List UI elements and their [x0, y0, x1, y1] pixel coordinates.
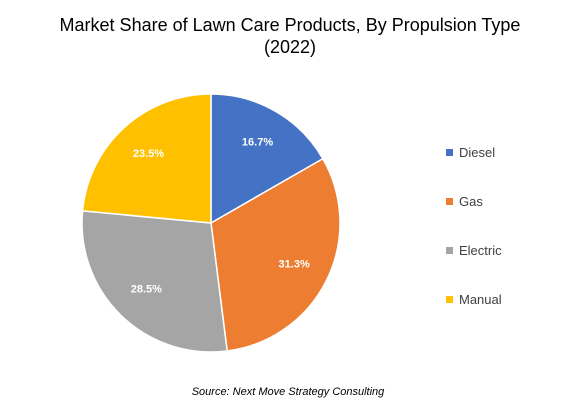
legend-swatch-manual	[446, 296, 453, 303]
legend-item-electric: Electric	[446, 226, 502, 275]
legend-swatch-diesel	[446, 149, 453, 156]
data-label-diesel: 16.7%	[242, 137, 273, 149]
pie-slice-diesel	[210, 93, 324, 225]
data-label-gas: 31.3%	[279, 258, 310, 270]
legend-swatch-electric	[446, 247, 453, 254]
legend: Diesel Gas Electric Manual	[446, 128, 502, 324]
legend-label-manual: Manual	[459, 292, 502, 307]
source-note: Source: Next Move Strategy Consulting	[191, 386, 385, 398]
legend-swatch-gas	[446, 198, 453, 205]
pie-slice-gas	[210, 157, 341, 352]
legend-item-diesel: Diesel	[446, 128, 502, 177]
legend-label-electric: Electric	[459, 243, 502, 258]
pie-slice-electric	[81, 210, 229, 353]
legend-item-manual: Manual	[446, 275, 502, 324]
legend-label-diesel: Diesel	[459, 145, 496, 160]
pie-slice-manual	[81, 93, 212, 224]
data-label-electric: 28.5%	[131, 284, 162, 296]
chart-title: Market Share of Lawn Care Products, By P…	[59, 15, 521, 57]
data-label-manual: 23.5%	[133, 148, 164, 160]
legend-item-gas: Gas	[446, 177, 502, 226]
legend-label-gas: Gas	[459, 194, 483, 209]
